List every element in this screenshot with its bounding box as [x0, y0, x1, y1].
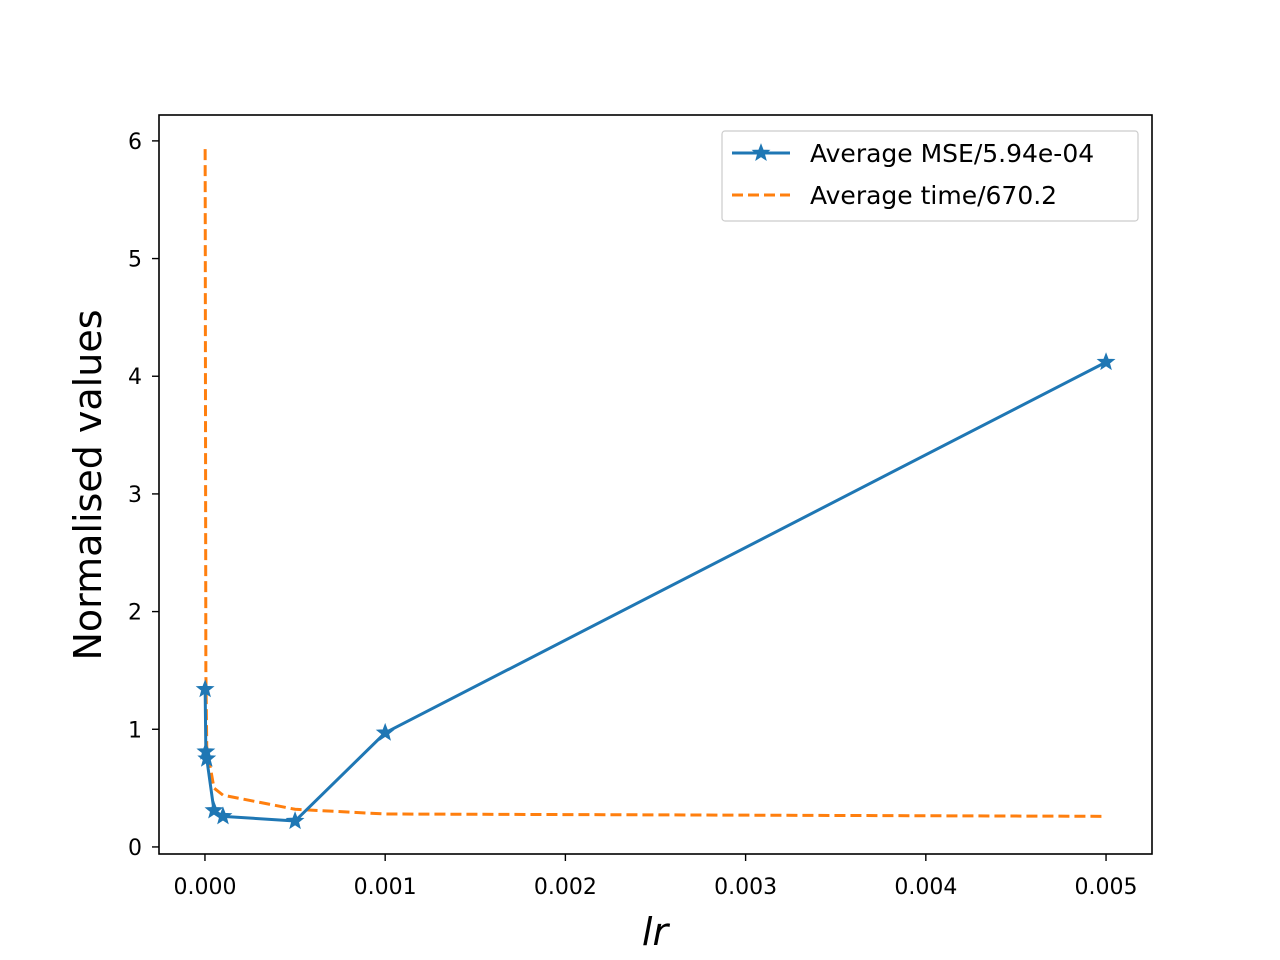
- x-tick-label: 0.002: [534, 875, 597, 900]
- x-tick-label: 0.001: [354, 875, 417, 900]
- x-tick-label: 0.000: [173, 875, 236, 900]
- x-tick-label: 0.003: [714, 875, 777, 900]
- y-tick-label: 5: [128, 248, 142, 273]
- y-tick-label: 3: [128, 483, 142, 508]
- legend-mse-star-icon: [751, 143, 771, 162]
- y-axis-ticks: 0 1 2 3 4 5 6: [128, 130, 159, 861]
- series-layer: [195, 149, 1116, 830]
- mse-data-point: [1096, 352, 1116, 371]
- y-tick-label: 1: [128, 718, 142, 743]
- y-tick-label: 4: [128, 365, 142, 390]
- y-tick-label: 0: [128, 836, 142, 861]
- x-axis-title: lr: [642, 910, 671, 954]
- legend: Average MSE/5.94e-04 Average time/670.2: [721, 130, 1139, 222]
- y-tick-label: 2: [128, 601, 142, 626]
- x-tick-label: 0.005: [1075, 875, 1138, 900]
- mse-data-point: [195, 679, 215, 698]
- legend-box: [721, 130, 1139, 222]
- x-tick-label: 0.004: [894, 875, 957, 900]
- mse-data-point: [197, 748, 217, 767]
- legend-mse-label: Average MSE/5.94e-04: [810, 139, 1094, 168]
- mse-data-point: [204, 800, 224, 819]
- mse-data-point: [213, 806, 233, 825]
- y-tick-label: 6: [128, 130, 142, 155]
- y-axis-title: Normalised values: [66, 309, 110, 660]
- plot-frame: [158, 114, 1153, 855]
- legend-time-label: Average time/670.2: [810, 181, 1057, 210]
- x-axis-ticks: 0.000 0.001 0.002 0.003 0.004 0.005: [173, 854, 1138, 900]
- mse-data-point: [375, 722, 395, 741]
- mse-data-point: [285, 811, 305, 830]
